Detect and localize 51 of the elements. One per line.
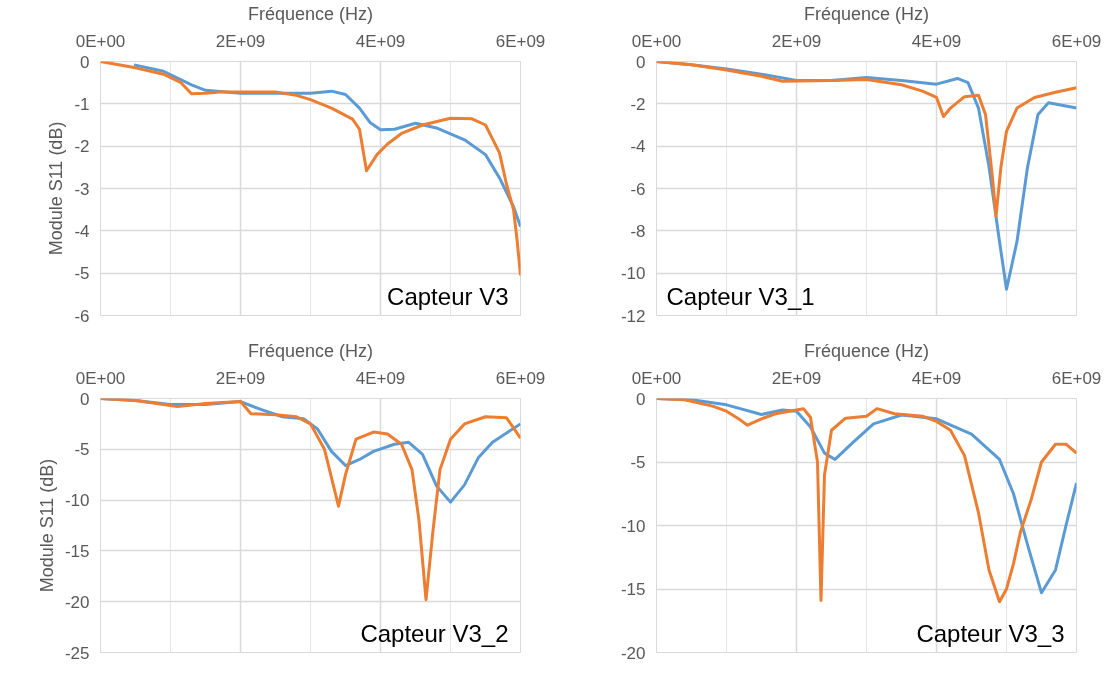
y-tick-label: -1 [74, 94, 90, 114]
y-tick-label: -12 [620, 306, 646, 326]
y-tick-label: -5 [74, 440, 90, 460]
y-tick-label: -6 [630, 179, 646, 199]
annotation: Capteur V3_3 [916, 619, 1065, 647]
y-tick-label: -2 [630, 94, 646, 114]
y-tick-label: -4 [630, 137, 646, 157]
y-tick-label: -2 [74, 137, 90, 157]
y-tick-label: 0 [80, 52, 90, 72]
y-tick-label: -10 [620, 264, 646, 284]
x-axis-title: Fréquence (Hz) [247, 340, 374, 361]
x-axis-title: Fréquence (Hz) [803, 3, 930, 24]
x-tick-label: 0E+00 [631, 31, 682, 51]
x-axis-title: Fréquence (Hz) [247, 3, 374, 24]
y-tick-label: -15 [64, 541, 90, 561]
x-tick-label: 2E+09 [215, 31, 266, 51]
x-tick-label: 6E+09 [495, 368, 546, 388]
y-tick-label: -8 [630, 221, 646, 241]
y-tick-label: -15 [620, 580, 646, 599]
x-tick-label: 4E+09 [355, 368, 406, 388]
x-tick-label: 2E+09 [771, 31, 822, 51]
x-tick-label: 0E+00 [75, 31, 126, 51]
y-axis-title: Module S11 (dB) [46, 121, 67, 256]
y-tick-label: 0 [636, 389, 646, 409]
y-tick-label: -6 [74, 306, 90, 326]
x-tick-label: 6E+09 [1051, 31, 1102, 51]
y-tick-label: -20 [64, 592, 90, 612]
x-tick-label: 6E+09 [495, 31, 546, 51]
y-tick-label: -5 [74, 264, 90, 284]
x-tick-label: 6E+09 [1051, 368, 1102, 388]
x-tick-label: 4E+09 [355, 31, 406, 51]
y-axis-title: Module S11 (dB) [36, 458, 57, 593]
annotation: Capteur V3_2 [360, 619, 509, 647]
y-tick-label: -10 [620, 516, 646, 536]
x-tick-label: 2E+09 [215, 368, 266, 388]
y-tick-label: -5 [630, 453, 646, 472]
y-tick-label: -3 [74, 179, 90, 199]
x-tick-label: 0E+00 [631, 368, 682, 388]
y-tick-label: 0 [80, 389, 90, 409]
y-tick-label: 0 [636, 52, 646, 72]
y-tick-label: -10 [64, 491, 90, 511]
y-tick-label: -4 [74, 221, 90, 241]
y-tick-label: -20 [620, 643, 646, 663]
x-axis-title: Fréquence (Hz) [803, 340, 930, 361]
x-tick-label: 2E+09 [771, 368, 822, 388]
x-tick-label: 4E+09 [911, 31, 962, 51]
y-tick-label: -25 [64, 643, 90, 663]
annotation: Capteur V3_1 [666, 282, 815, 310]
x-tick-label: 0E+00 [75, 368, 126, 388]
x-tick-label: 4E+09 [911, 368, 962, 388]
annotation: Capteur V3 [387, 282, 509, 310]
